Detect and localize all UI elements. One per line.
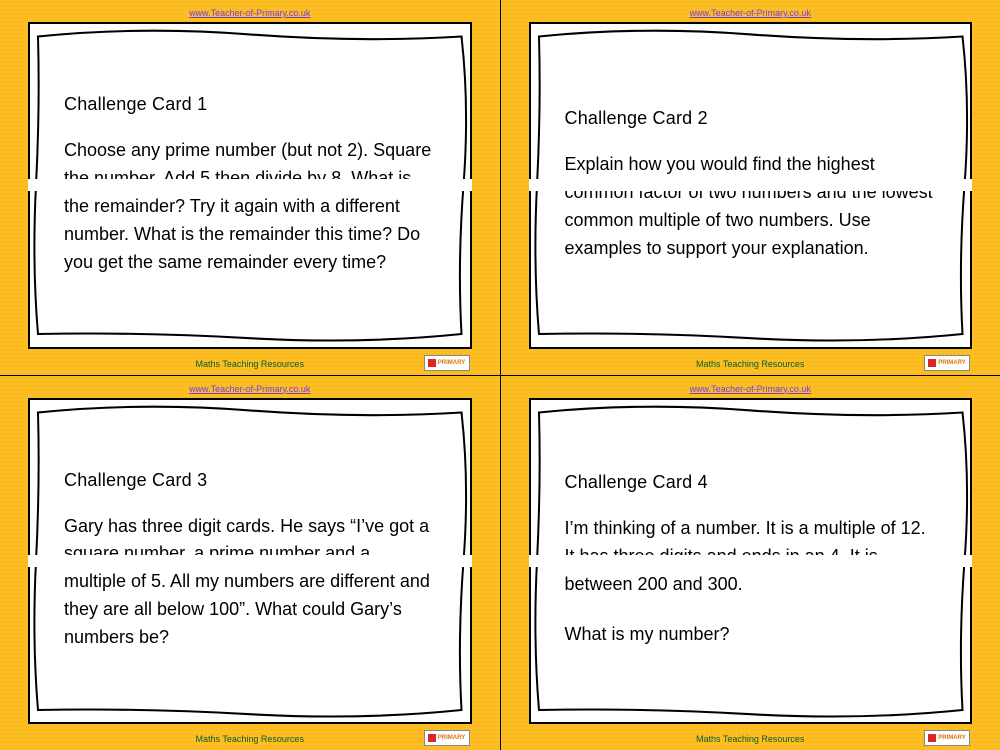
logo-text: PRIMARY <box>438 360 465 366</box>
card-body-text: I’m thinking of a number. It is a multip… <box>565 515 937 649</box>
challenge-card-1: www.Teacher-of-Primary.co.uk Challenge C… <box>0 0 500 375</box>
source-url: www.Teacher-of-Primary.co.uk <box>529 384 973 394</box>
logo-text: PRIMARY <box>438 735 465 741</box>
wavy-border <box>30 400 470 723</box>
card-title: Challenge Card 2 <box>565 108 937 129</box>
card-body-text: Gary has three digit cards. He says “I’v… <box>64 513 436 652</box>
card-title: Challenge Card 4 <box>565 472 937 493</box>
card-body-extra: What is my number? <box>565 621 937 649</box>
challenge-card-2: www.Teacher-of-Primary.co.uk Challenge C… <box>501 0 1000 375</box>
logo-text: PRIMARY <box>938 360 965 366</box>
wavy-border <box>531 24 971 347</box>
source-url: www.Teacher-of-Primary.co.uk <box>529 8 973 18</box>
primary-logo-icon: PRIMARY <box>924 355 970 371</box>
logo-text: PRIMARY <box>938 735 965 741</box>
card-content-box: Challenge Card 1 Choose any prime number… <box>28 22 472 349</box>
card-body-text: Choose any prime number (but not 2). Squ… <box>64 137 436 276</box>
card-content-box: Challenge Card 3 Gary has three digit ca… <box>28 398 472 725</box>
challenge-card-3: www.Teacher-of-Primary.co.uk Challenge C… <box>0 376 500 750</box>
card-content-box: Challenge Card 2 Explain how you would f… <box>529 22 973 349</box>
primary-logo-icon: PRIMARY <box>424 730 470 746</box>
card-content-box: Challenge Card 4 I’m thinking of a numbe… <box>529 398 973 725</box>
wavy-border <box>30 24 470 347</box>
challenge-card-4: www.Teacher-of-Primary.co.uk Challenge C… <box>501 376 1000 750</box>
footer-label: Maths Teaching Resources <box>196 359 304 369</box>
primary-logo-icon: PRIMARY <box>924 730 970 746</box>
card-title: Challenge Card 1 <box>64 94 436 115</box>
footer-label: Maths Teaching Resources <box>696 359 804 369</box>
card-body-main: Explain how you would find the highest c… <box>565 154 933 258</box>
card-title: Challenge Card 3 <box>64 470 436 491</box>
wavy-border <box>531 400 971 723</box>
source-url: www.Teacher-of-Primary.co.uk <box>28 8 472 18</box>
source-url: www.Teacher-of-Primary.co.uk <box>28 384 472 394</box>
card-body-main: Gary has three digit cards. He says “I’v… <box>64 516 430 648</box>
primary-logo-icon: PRIMARY <box>424 355 470 371</box>
card-body-main: Choose any prime number (but not 2). Squ… <box>64 140 431 272</box>
card-body-text: Explain how you would find the highest c… <box>565 151 937 263</box>
card-body-main: I’m thinking of a number. It is a multip… <box>565 518 926 594</box>
footer-label: Maths Teaching Resources <box>696 734 804 744</box>
footer-label: Maths Teaching Resources <box>196 734 304 744</box>
